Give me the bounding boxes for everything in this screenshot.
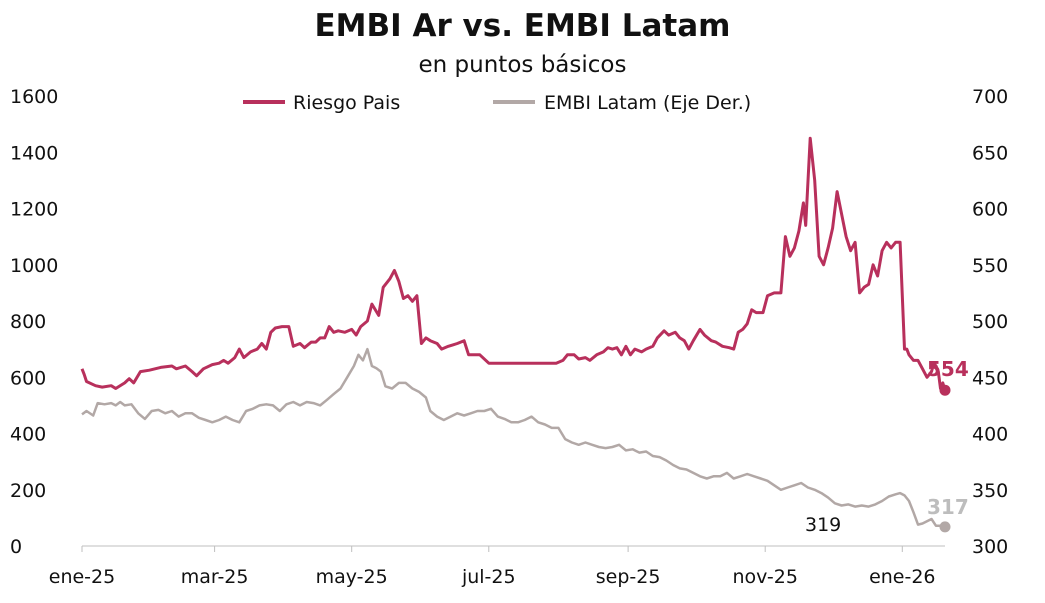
end-marker-embi-latam xyxy=(939,521,951,533)
left-tick-label: 800 xyxy=(10,311,46,333)
right-axis: 300 350 400 450 500 550 600 650 700 xyxy=(972,86,1008,558)
end-marker-riesgo-pais xyxy=(939,384,951,396)
left-tick-label: 400 xyxy=(10,424,46,446)
series-line-embi-latam xyxy=(81,347,946,529)
x-tick-label: mar-25 xyxy=(181,566,249,588)
chart-subtitle: en puntos básicos xyxy=(418,52,627,78)
x-tick-label: ene-26 xyxy=(869,566,935,588)
right-tick-label: 500 xyxy=(972,311,1008,333)
left-tick-label: 1400 xyxy=(10,142,58,164)
x-tick-label: jul-25 xyxy=(461,566,516,588)
right-tick-label: 300 xyxy=(972,536,1008,558)
end-label-embi-latam: 317 xyxy=(927,495,969,519)
left-tick-label: 0 xyxy=(10,536,22,558)
legend: Riesgo Pais EMBI Latam (Eje Der.) xyxy=(243,92,751,114)
x-tick-label: ene-25 xyxy=(49,566,115,588)
right-tick-label: 600 xyxy=(972,199,1008,221)
end-label-riesgo-pais: 554 xyxy=(927,357,969,381)
min-annotation-embi-latam: 319 xyxy=(805,514,841,536)
series-line-riesgo-pais xyxy=(80,136,947,391)
right-tick-label: 350 xyxy=(972,480,1008,502)
chart-title: EMBI Ar vs. EMBI Latam xyxy=(314,8,731,44)
legend-label-embi-latam: EMBI Latam (Eje Der.) xyxy=(544,92,751,114)
x-tick-label: may-25 xyxy=(316,566,388,588)
right-tick-label: 650 xyxy=(972,142,1008,164)
x-axis: ene-25 mar-25 may-25 jul-25 sep-25 nov-25 ene-… xyxy=(49,546,936,588)
left-tick-label: 1200 xyxy=(10,199,58,221)
right-tick-label: 700 xyxy=(972,86,1008,108)
left-tick-label: 600 xyxy=(10,367,46,389)
right-tick-label: 550 xyxy=(972,255,1008,277)
left-tick-label: 1600 xyxy=(10,86,58,108)
right-tick-label: 400 xyxy=(972,424,1008,446)
left-tick-label: 200 xyxy=(10,480,46,502)
x-tick-label: sep-25 xyxy=(596,566,661,588)
left-axis: 0 200 400 600 800 1000 1200 1400 1600 xyxy=(10,86,58,558)
x-tick-label: nov-25 xyxy=(732,566,797,588)
left-tick-label: 1000 xyxy=(10,255,58,277)
right-tick-label: 450 xyxy=(972,367,1008,389)
series-lines xyxy=(80,136,947,529)
legend-label-riesgo-pais: Riesgo Pais xyxy=(293,92,400,114)
end-markers: 554 317 319 xyxy=(805,357,969,536)
